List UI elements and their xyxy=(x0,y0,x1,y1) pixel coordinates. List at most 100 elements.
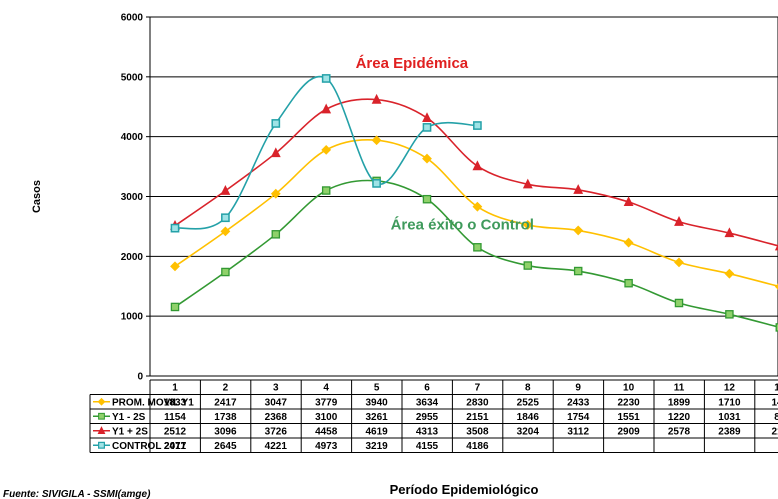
table-cell: 2525 xyxy=(517,397,540,408)
data-point xyxy=(372,179,381,188)
data-point xyxy=(674,216,684,226)
data-point xyxy=(371,135,382,146)
table-cell: 4973 xyxy=(315,441,338,452)
data-point xyxy=(321,103,332,114)
annotations: Área Epidémica Área éxito o Control xyxy=(356,55,534,234)
source-note: Fuente: SIVIGILA - SSMI(amge) xyxy=(3,489,151,499)
data-point xyxy=(271,119,281,128)
x-tick-label: 11 xyxy=(674,383,685,394)
data-table: 12345678910111213PROM. MOVIL Y1183324173… xyxy=(89,379,778,453)
table-cell: 3508 xyxy=(466,426,489,437)
table-cell: 2368 xyxy=(265,412,288,423)
y-tick-label: 6000 xyxy=(121,13,144,24)
data-point xyxy=(522,178,533,189)
table-cell: 3096 xyxy=(214,426,237,437)
data-point xyxy=(523,261,533,270)
data-point xyxy=(674,298,684,308)
data-point xyxy=(573,184,584,194)
table-cell: 2151 xyxy=(466,412,489,423)
table-cell: 3100 xyxy=(315,412,338,423)
legend-marker xyxy=(97,397,106,406)
y-tick-label: 2000 xyxy=(121,252,144,263)
table-cell: 2830 xyxy=(466,397,489,408)
data-point xyxy=(221,267,230,277)
x-tick-label: 1 xyxy=(172,383,178,394)
data-point xyxy=(422,194,432,204)
grid-lines xyxy=(146,16,778,377)
series-1 xyxy=(170,135,778,290)
table-cell: 1738 xyxy=(214,412,237,423)
legend-label: Y1 - 2S xyxy=(112,412,146,423)
table-cell: 3047 xyxy=(265,397,288,408)
series-lines xyxy=(170,74,778,332)
table-cell: 1220 xyxy=(668,412,691,423)
data-point xyxy=(623,196,634,207)
table-cell: 2512 xyxy=(164,426,187,437)
data-point xyxy=(472,201,483,212)
x-axis-label: Período Epidemiológico xyxy=(390,482,539,497)
table-cell: 3726 xyxy=(265,426,288,437)
data-point xyxy=(623,237,634,248)
y-tick-label: 3000 xyxy=(121,192,144,203)
data-point xyxy=(724,227,735,238)
data-point xyxy=(321,186,331,195)
x-tick-label: 13 xyxy=(774,383,778,394)
table-cell: 2471 xyxy=(164,441,187,452)
data-point xyxy=(573,266,583,276)
table-cell: 2230 xyxy=(617,397,640,408)
data-point xyxy=(221,213,230,223)
data-point xyxy=(775,323,778,332)
annotation: Área Epidémica xyxy=(356,55,469,72)
table-cell: 4458 xyxy=(315,426,338,437)
table-cell: 1551 xyxy=(617,412,640,423)
data-point xyxy=(170,223,180,233)
data-point xyxy=(725,310,734,319)
data-point xyxy=(371,93,382,104)
y-tick-label: 5000 xyxy=(121,72,144,83)
legend-label: Y1 + 2S xyxy=(112,426,148,437)
data-point xyxy=(774,283,778,290)
table-cell: 2909 xyxy=(617,426,640,437)
legend-label: CONTROL 2017 xyxy=(112,441,187,452)
table-cell: 2417 xyxy=(214,397,237,408)
y-tick-label: 1000 xyxy=(121,312,144,323)
data-point xyxy=(422,112,432,123)
table-cell: 3779 xyxy=(315,397,338,408)
x-tick-label: 9 xyxy=(575,383,581,394)
x-tick-label: 12 xyxy=(724,383,736,394)
table-cell: 1754 xyxy=(567,412,590,423)
series-4 xyxy=(170,74,482,233)
data-point xyxy=(422,153,432,164)
table-cell: 3219 xyxy=(365,441,388,452)
y-axis-label: Casos xyxy=(31,180,43,213)
table-cell: 2955 xyxy=(416,412,439,423)
table-cell: 216 xyxy=(771,426,778,437)
table-cell: 2389 xyxy=(718,426,741,437)
x-tick-label: 5 xyxy=(374,383,380,394)
table-cell: 4186 xyxy=(466,441,489,452)
table-cell: 3940 xyxy=(365,397,388,408)
data-point xyxy=(674,257,684,268)
x-tick-label: 6 xyxy=(424,383,430,394)
x-tick-label: 10 xyxy=(623,383,635,394)
data-point xyxy=(170,302,180,312)
data-point xyxy=(321,74,331,83)
data-point xyxy=(473,121,482,130)
data-point xyxy=(270,188,281,199)
table-cell: 4155 xyxy=(416,441,439,452)
y-tick-label: 0 xyxy=(137,372,143,383)
table-cell: 4619 xyxy=(365,426,388,437)
table-cell: 3634 xyxy=(416,397,439,408)
x-tick-label: 2 xyxy=(223,383,229,394)
data-point xyxy=(170,261,180,272)
data-point xyxy=(472,160,483,171)
data-point xyxy=(321,144,332,155)
data-point xyxy=(473,243,482,252)
data-point xyxy=(271,230,281,239)
data-point xyxy=(220,226,231,237)
table-cell: 2433 xyxy=(567,397,590,408)
table-cell: 1833 xyxy=(164,397,187,408)
table-cell: 2578 xyxy=(668,426,691,437)
legend-label: PROM. MOVIL Y1 xyxy=(112,397,194,408)
